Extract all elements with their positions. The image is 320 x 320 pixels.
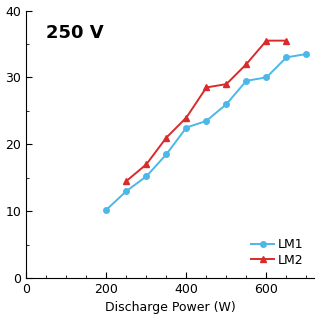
LM2 bbox=[224, 82, 228, 86]
Legend: LM1, LM2: LM1, LM2 bbox=[246, 233, 308, 272]
LM1 bbox=[284, 55, 288, 59]
LM2 bbox=[144, 163, 148, 166]
LM2 bbox=[164, 136, 168, 140]
LM1 bbox=[124, 189, 128, 193]
LM1 bbox=[204, 119, 208, 123]
Line: LM1: LM1 bbox=[104, 51, 309, 212]
LM1 bbox=[305, 52, 308, 56]
LM2 bbox=[184, 116, 188, 119]
Line: LM2: LM2 bbox=[123, 37, 290, 185]
Text: 250 V: 250 V bbox=[46, 24, 104, 42]
LM1 bbox=[144, 174, 148, 178]
LM1 bbox=[164, 152, 168, 156]
LM1 bbox=[265, 76, 268, 79]
LM1 bbox=[104, 208, 108, 212]
LM1 bbox=[224, 102, 228, 106]
LM2 bbox=[204, 85, 208, 89]
LM1 bbox=[184, 126, 188, 130]
LM2 bbox=[124, 179, 128, 183]
LM2 bbox=[244, 62, 248, 66]
LM2 bbox=[265, 39, 268, 43]
X-axis label: Discharge Power (W): Discharge Power (W) bbox=[105, 301, 236, 315]
LM1 bbox=[244, 79, 248, 83]
LM2 bbox=[284, 39, 288, 43]
